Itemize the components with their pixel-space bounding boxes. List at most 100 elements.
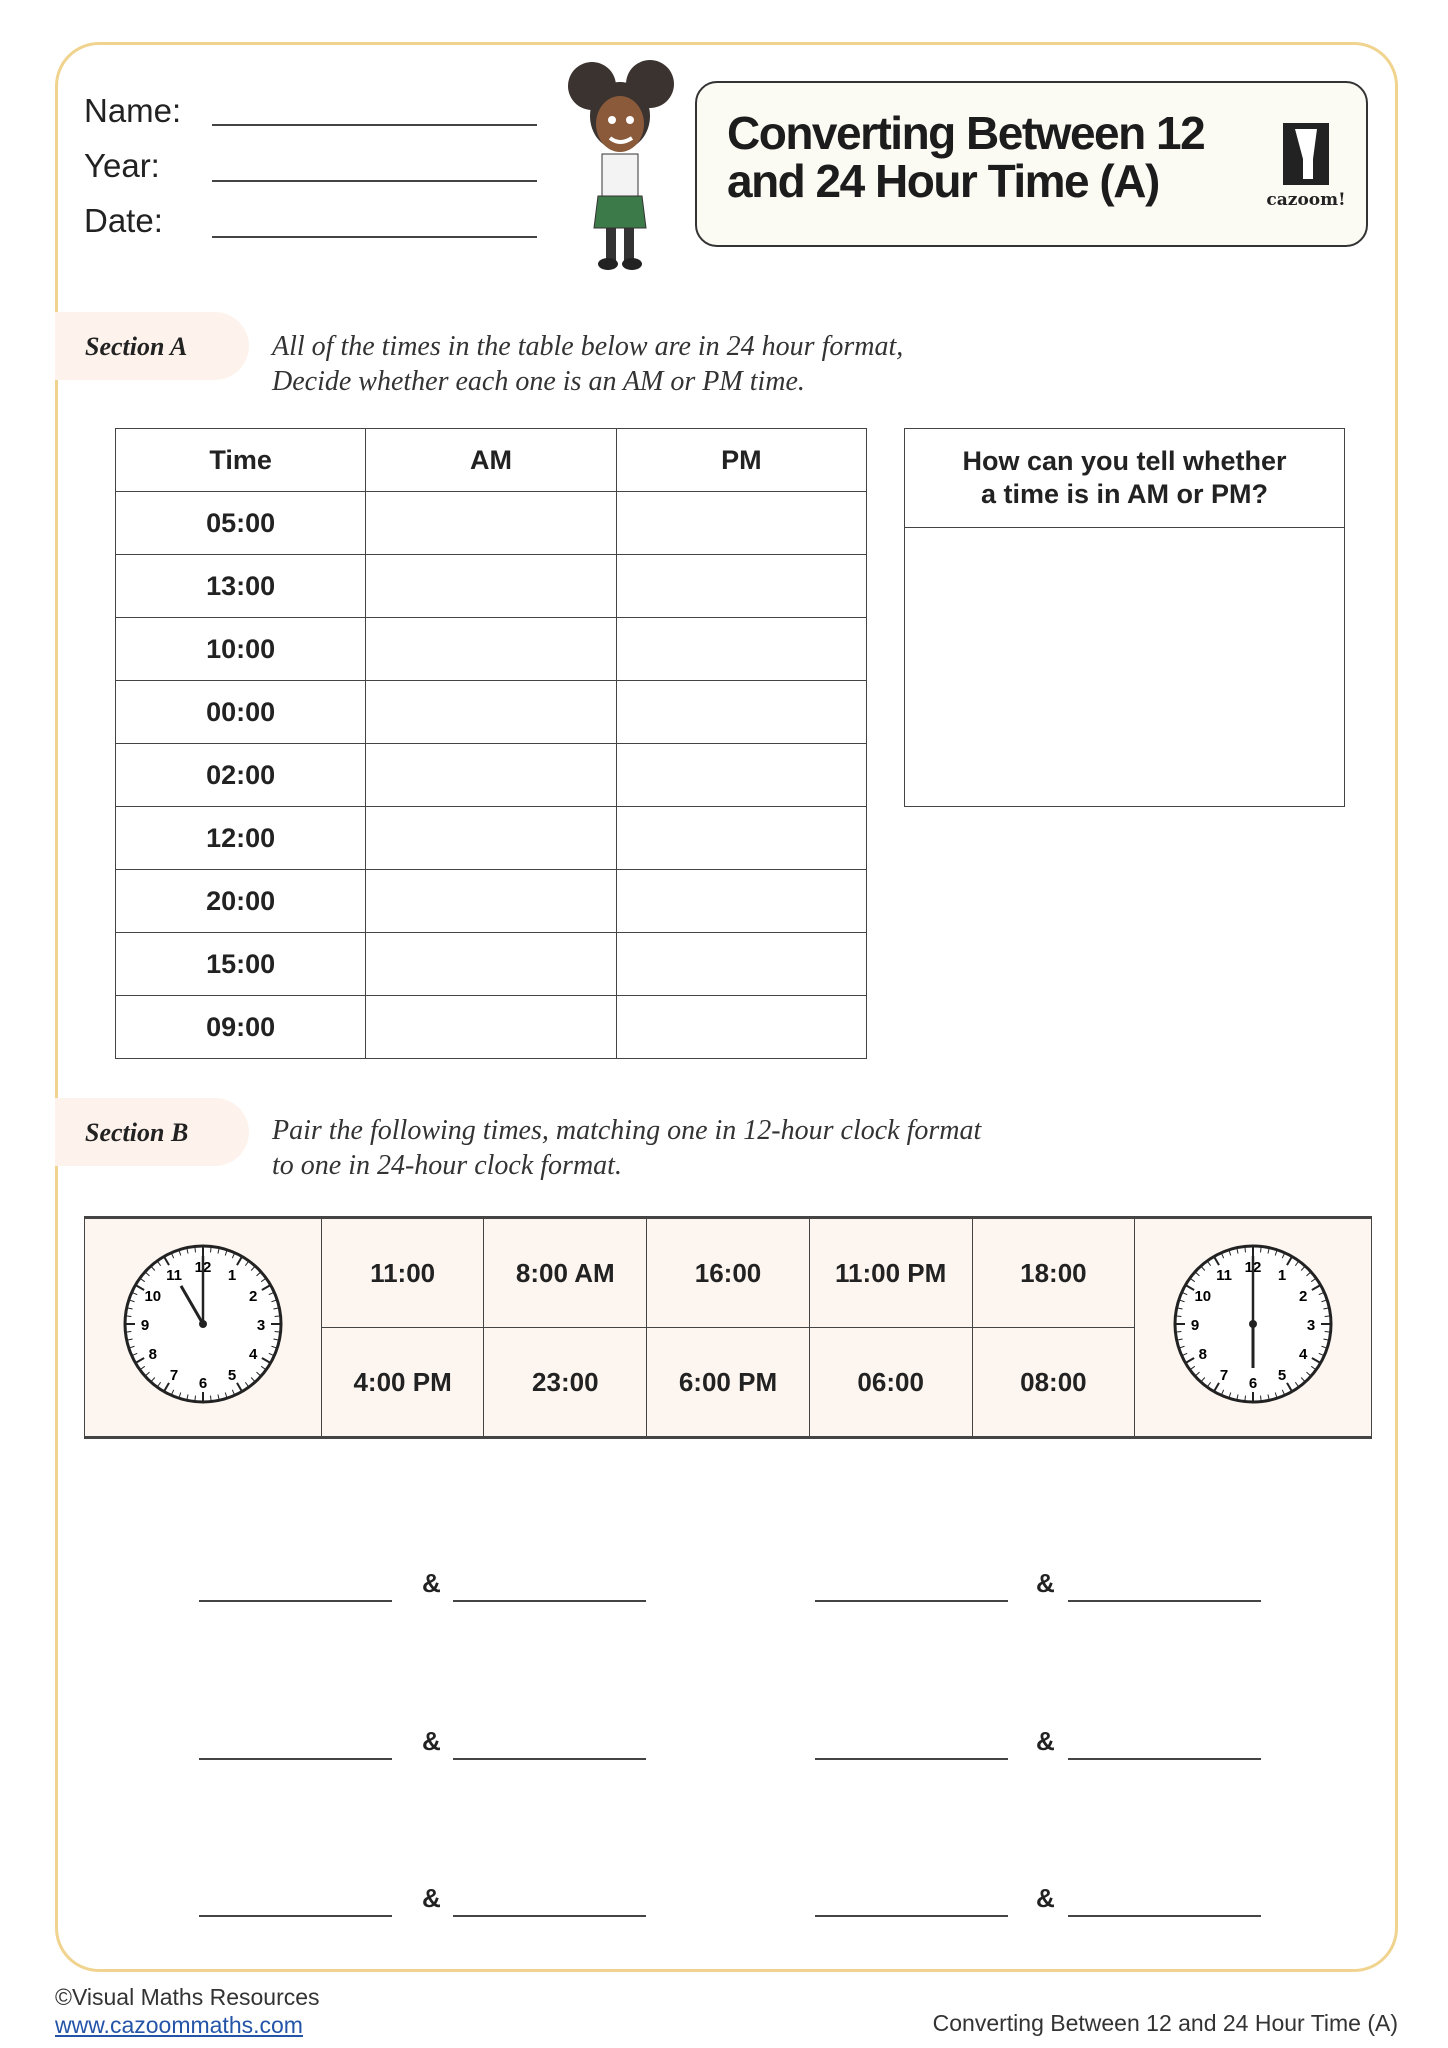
clock-numeral: 9 [1191, 1317, 1199, 1334]
section-b-label: Section B [85, 1118, 189, 1147]
am-cell[interactable] [365, 932, 617, 996]
clock-numeral: 2 [1299, 1288, 1307, 1305]
time-card: 11:00 PM [808, 1217, 973, 1328]
time-cell: 10:00 [114, 617, 367, 681]
am-cell[interactable] [365, 806, 617, 870]
instruction-line: Pair the following times, matching one i… [272, 1115, 982, 1146]
clock-numeral: 5 [1278, 1367, 1286, 1384]
year-line[interactable] [212, 180, 537, 182]
date-line[interactable] [212, 236, 537, 238]
clock-numeral: 10 [144, 1288, 161, 1305]
instruction-line: All of the times in the table below are … [272, 331, 904, 362]
question-line: a time is in AM or PM? [980, 479, 1269, 509]
pm-cell[interactable] [615, 680, 868, 744]
answer-line[interactable] [815, 1915, 1008, 1917]
am-cell[interactable] [365, 680, 617, 744]
table-row: 13:00 [114, 554, 868, 618]
time-cell: 02:00 [114, 743, 367, 807]
logo-text: cazoom! [1266, 190, 1346, 210]
am-cell[interactable] [365, 995, 617, 1059]
ampersand: & [1036, 1568, 1055, 1598]
question-header: How can you tell whether a time is in AM… [905, 429, 1344, 528]
time-card: 8:00 AM [483, 1217, 648, 1328]
time-card: 16:00 [646, 1217, 810, 1328]
pm-cell[interactable] [615, 554, 868, 618]
time-card: 11:00 [320, 1217, 485, 1328]
cazoom-logo: cazoom! [1264, 123, 1348, 210]
pm-cell[interactable] [615, 806, 868, 870]
time-cell: 20:00 [114, 869, 367, 933]
time-card: 6:00 PM [646, 1327, 810, 1438]
website-link[interactable]: www.cazoommaths.com [55, 2012, 303, 2038]
table-row: 10:00 [114, 617, 868, 681]
answer-line[interactable] [815, 1758, 1008, 1760]
clock-numeral: 4 [249, 1346, 258, 1363]
table-row: 12:00 [114, 806, 868, 870]
instruction-line: Decide whether each one is an AM or PM t… [272, 366, 805, 397]
pm-cell[interactable] [615, 995, 868, 1059]
pm-cell[interactable] [615, 617, 868, 681]
question-box: How can you tell whether a time is in AM… [904, 428, 1345, 807]
answer-line[interactable] [1068, 1758, 1261, 1760]
title-line-2: and 24 Hour Time (A) [727, 155, 1160, 207]
clock-numeral: 8 [148, 1346, 156, 1363]
answer-line[interactable] [453, 1915, 646, 1917]
section-a-label: Section A [85, 332, 188, 361]
answer-line[interactable] [1068, 1600, 1261, 1602]
clock-numeral: 5 [228, 1367, 236, 1384]
year-label: Year: [84, 147, 160, 184]
am-cell[interactable] [365, 743, 617, 807]
section-a-instruction: All of the times in the table below are … [272, 329, 903, 399]
answer-line[interactable] [1068, 1915, 1261, 1917]
am-cell[interactable] [365, 617, 617, 681]
ampersand: & [1036, 1883, 1055, 1913]
pm-cell[interactable] [615, 869, 868, 933]
girl-character-illustration [568, 60, 674, 270]
analog-clock-icon: 123456789101112 [1173, 1244, 1333, 1404]
time-card: 08:00 [971, 1327, 1136, 1438]
footer-title: Converting Between 12 and 24 Hour Time (… [932, 2010, 1398, 2036]
clock-numeral: 11 [166, 1267, 182, 1284]
time-card: 18:00 [971, 1217, 1136, 1328]
clock-numeral: 1 [228, 1267, 236, 1284]
ampersand: & [1036, 1726, 1055, 1756]
date-label: Date: [84, 202, 163, 239]
am-cell[interactable] [365, 554, 617, 618]
clock-numeral: 3 [1307, 1317, 1315, 1334]
clock-numeral: 2 [249, 1288, 257, 1305]
clock-numeral: 10 [1195, 1288, 1212, 1305]
answer-line[interactable] [199, 1915, 392, 1917]
clock-numeral: 6 [199, 1375, 207, 1392]
answer-line[interactable] [199, 1600, 392, 1602]
answer-line[interactable] [453, 1600, 646, 1602]
time-cell: 09:00 [114, 995, 367, 1059]
analog-clock-icon: 123456789101112 [123, 1244, 283, 1404]
am-cell[interactable] [365, 491, 617, 555]
table-row: 15:00 [114, 932, 868, 996]
pm-cell[interactable] [615, 932, 868, 996]
answer-area[interactable] [905, 528, 1344, 806]
clock-numeral: 7 [170, 1367, 178, 1384]
table-row: 09:00 [114, 995, 868, 1059]
answer-line[interactable] [199, 1758, 392, 1760]
table-row: 02:00 [114, 743, 868, 807]
instruction-line: to one in 24-hour clock format. [272, 1150, 622, 1181]
am-cell[interactable] [365, 869, 617, 933]
pm-cell[interactable] [615, 491, 868, 555]
clock-numeral: 7 [1220, 1367, 1228, 1384]
logo-glass-icon [1283, 123, 1329, 185]
am-pm-table: Time AM PM 05:00 13:00 10:00 00:00 02:00 12:0… [114, 428, 868, 1059]
table-row: 20:00 [114, 869, 868, 933]
pm-cell[interactable] [615, 743, 868, 807]
time-cell: 05:00 [114, 491, 367, 555]
clock-numeral: 4 [1299, 1346, 1308, 1363]
section-b-instruction: Pair the following times, matching one i… [272, 1113, 981, 1183]
ampersand: & [422, 1568, 441, 1598]
table-row: 05:00 [114, 491, 868, 555]
clock-numeral: 6 [1249, 1375, 1257, 1392]
answer-line[interactable] [453, 1758, 646, 1760]
clock-numeral: 9 [141, 1317, 149, 1334]
worksheet-title: Converting Between 12 and 24 Hour Time (… [727, 109, 1206, 207]
name-line[interactable] [212, 124, 537, 126]
answer-line[interactable] [815, 1600, 1008, 1602]
